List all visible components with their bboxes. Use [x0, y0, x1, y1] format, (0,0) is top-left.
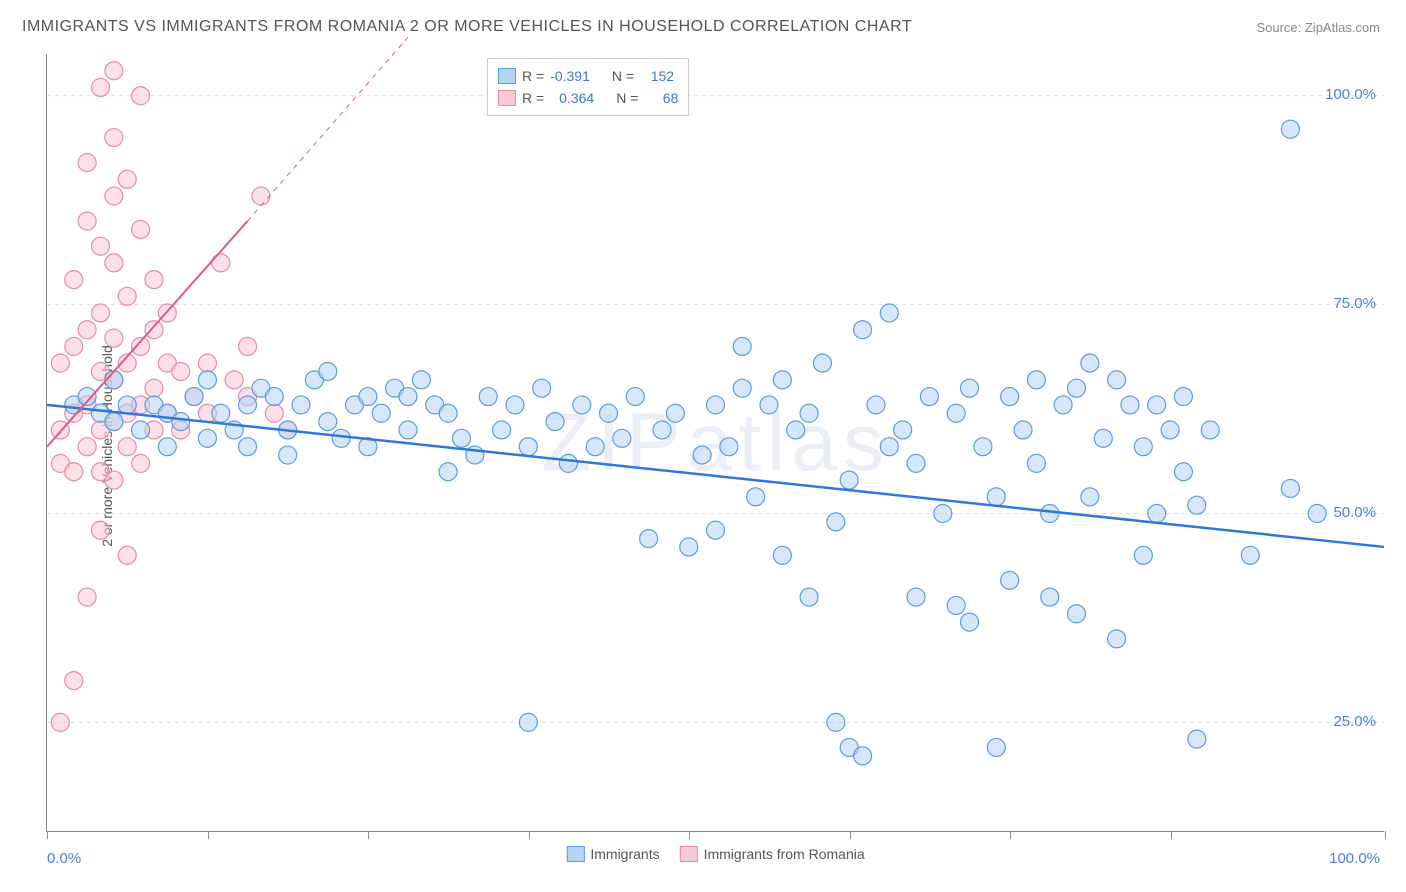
n-label: N = [616, 87, 638, 109]
stats-row-immigrants: R = -0.391 N = 152 [498, 65, 678, 87]
x-tick-label: 0.0% [47, 850, 81, 867]
swatch-blue-icon [498, 68, 516, 84]
x-tick [1010, 831, 1011, 839]
source-label: Source: [1256, 20, 1304, 35]
scatter-svg [47, 54, 1384, 831]
n-value-immigrants: 152 [640, 65, 674, 87]
source-attribution: Source: ZipAtlas.com [1256, 20, 1380, 35]
r-value-romania: 0.364 [550, 87, 594, 109]
n-value-romania: 68 [644, 87, 678, 109]
swatch-blue-icon [566, 846, 584, 862]
stats-row-romania: R = 0.364 N = 68 [498, 87, 678, 109]
swatch-pink-icon [498, 90, 516, 106]
legend-label-immigrants: Immigrants [590, 843, 659, 865]
x-tick [1385, 831, 1386, 839]
source-value: ZipAtlas.com [1305, 20, 1380, 35]
stats-legend: R = -0.391 N = 152 R = 0.364 N = 68 [487, 58, 689, 116]
swatch-pink-icon [680, 846, 698, 862]
x-tick [47, 831, 48, 839]
x-tick-label: 100.0% [1329, 850, 1380, 867]
y-tick-label: 50.0% [1333, 504, 1376, 521]
x-tick [850, 831, 851, 839]
x-tick [689, 831, 690, 839]
x-tick [208, 831, 209, 839]
chart-title: IMMIGRANTS VS IMMIGRANTS FROM ROMANIA 2 … [22, 18, 912, 36]
x-tick [529, 831, 530, 839]
r-label: R = [522, 65, 544, 87]
y-tick-label: 100.0% [1325, 86, 1376, 103]
r-label: R = [522, 87, 544, 109]
plot-area: ZIPatlas R = -0.391 N = 152 R = 0.364 N … [46, 54, 1384, 832]
y-tick-label: 25.0% [1333, 713, 1376, 730]
x-tick [368, 831, 369, 839]
r-value-immigrants: -0.391 [550, 65, 590, 87]
legend-item-immigrants: Immigrants [566, 843, 659, 865]
n-label: N = [612, 65, 634, 87]
x-tick [1171, 831, 1172, 839]
series-legend: Immigrants Immigrants from Romania [566, 843, 864, 865]
y-tick-label: 75.0% [1333, 295, 1376, 312]
legend-label-romania: Immigrants from Romania [704, 843, 865, 865]
legend-item-romania: Immigrants from Romania [680, 843, 865, 865]
